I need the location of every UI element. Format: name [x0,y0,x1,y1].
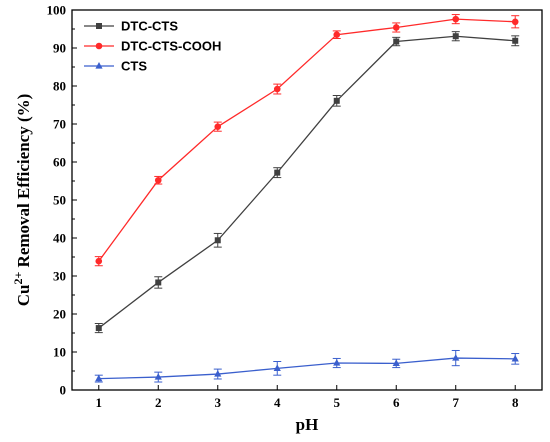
legend-item: DTC-CTS-COOH [84,39,221,54]
y-tick-label: 50 [53,193,66,208]
legend-item: CTS [84,59,147,74]
data-point [452,15,460,23]
y-axis-title-rest: Removal Efficiency (%) [14,94,33,272]
data-point [452,354,460,361]
data-point [214,370,222,377]
data-point [214,123,222,130]
data-point [214,237,221,244]
series-line [98,357,516,380]
data-point [95,325,102,332]
y-tick-label: 10 [53,345,66,360]
series-line [98,35,516,329]
y-tick-label: 0 [60,383,67,398]
x-tick-label: 7 [452,395,459,410]
y-axis-title-base: Cu [14,285,33,307]
legend-label: DTC-CTS-COOH [121,39,221,54]
y-tick-label: 100 [47,3,67,18]
x-tick-label: 1 [96,395,103,410]
y-tick-label: 30 [53,269,66,284]
data-point [155,279,162,286]
x-tick-label: 3 [215,395,222,410]
series-dtc-cts [94,31,520,334]
data-point [333,31,341,38]
y-tick-label: 40 [53,231,66,246]
legend-item: DTC-CTS [84,19,178,34]
series-dtc-cts-cooh [94,14,520,267]
series-line [98,18,516,262]
data-point [95,257,103,265]
data-point [511,18,519,26]
legend-label: DTC-CTS [121,19,178,34]
x-axis-title: pH [296,415,319,434]
x-tick-label: 4 [274,395,281,410]
data-point [392,359,400,366]
y-axis-title-sup: 2+ [11,272,25,285]
legend-marker [96,23,102,29]
series-layer [94,14,520,383]
data-point [392,24,400,31]
y-tick-label: 20 [53,307,66,322]
data-point [273,364,281,371]
data-point [273,85,281,93]
data-point [393,38,400,45]
legend-marker [95,62,103,69]
x-tick-label: 5 [333,395,340,410]
legend-label: CTS [121,59,147,74]
y-tick-label: 80 [53,79,66,94]
data-point [452,33,459,40]
data-point [333,359,341,366]
data-point [274,169,281,176]
legend-marker [95,42,103,50]
data-point [154,176,162,184]
data-point [333,97,340,104]
data-point [154,373,162,380]
y-tick-label: 90 [53,41,66,56]
x-tick-label: 6 [393,395,400,410]
x-tick-label: 2 [155,395,162,410]
data-point [95,374,103,382]
y-axis-title: Cu2+ Removal Efficiency (%) [11,94,33,307]
series-cts [94,349,520,383]
data-point [512,37,519,44]
x-tick-label: 8 [512,395,519,410]
y-tick-label: 60 [53,155,66,170]
legend: DTC-CTS DTC-CTS-COOH CTS [84,19,221,74]
data-point [511,354,519,362]
y-tick-label: 70 [53,117,66,132]
